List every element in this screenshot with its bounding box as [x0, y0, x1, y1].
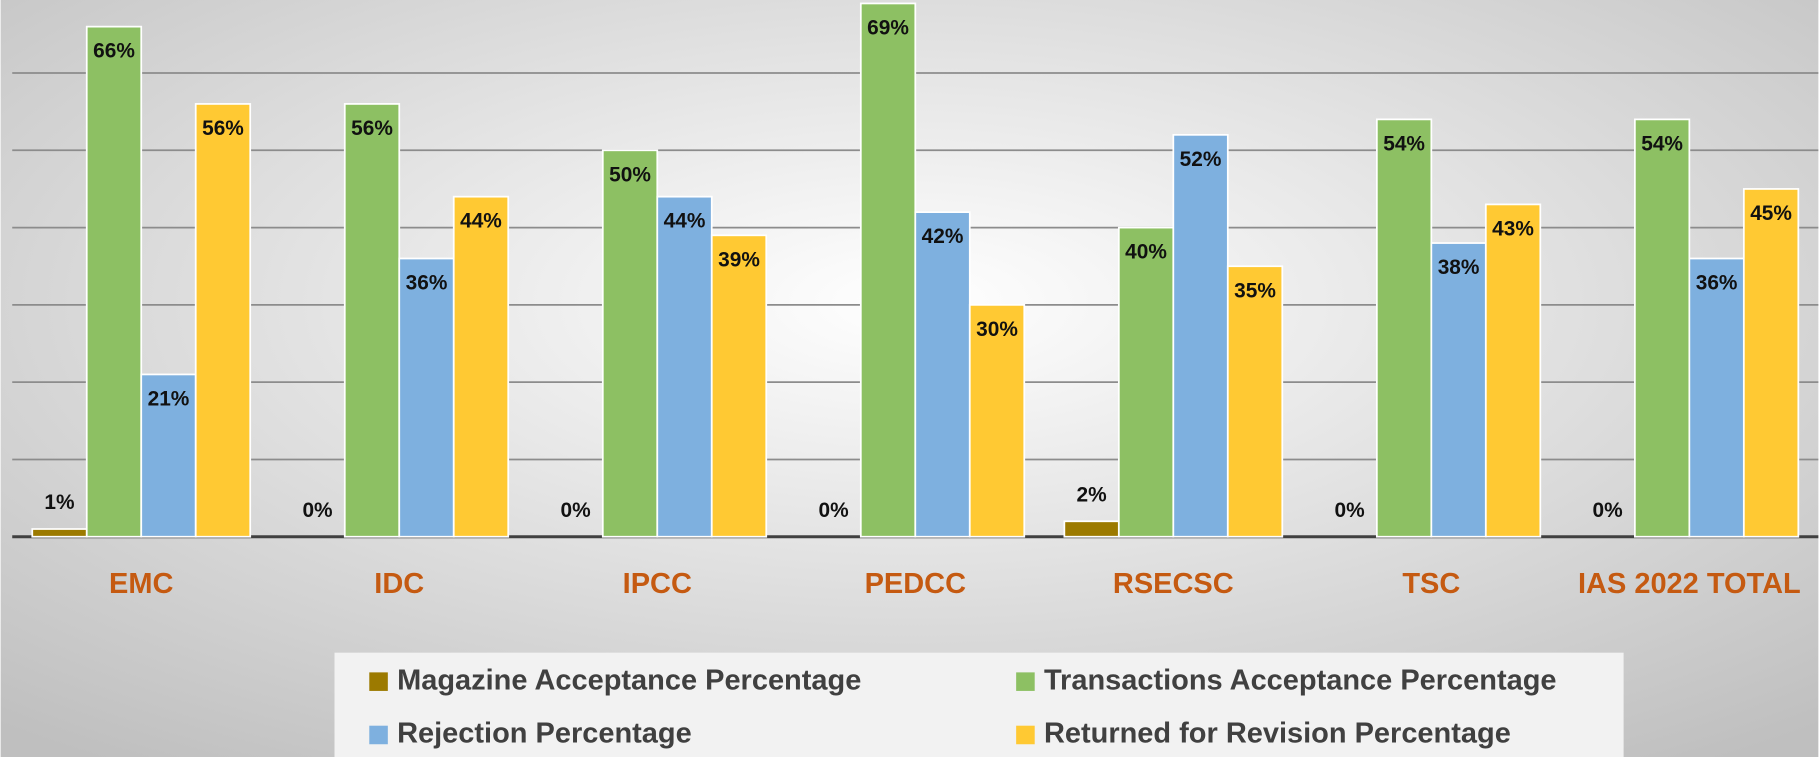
- bar: [859, 2, 917, 538]
- x-tick-label: PEDCC: [865, 568, 966, 600]
- data-label: 2%: [1077, 483, 1107, 506]
- data-label: 42%: [922, 225, 964, 248]
- legend-label: Returned for Revision Percentage: [1044, 718, 1511, 750]
- data-label: 43%: [1492, 217, 1534, 240]
- data-label: 36%: [406, 272, 448, 295]
- x-tick-label: RSECSC: [1113, 568, 1234, 600]
- bar: [31, 528, 88, 538]
- data-label: 44%: [460, 210, 502, 233]
- bar: [85, 25, 143, 538]
- legend-box: [334, 652, 1624, 757]
- bar: [601, 149, 659, 538]
- legend-label: Transactions Acceptance Percentage: [1044, 664, 1557, 696]
- x-tick-label: IPCC: [623, 568, 692, 600]
- data-label: 66%: [93, 40, 135, 63]
- data-label: 36%: [1696, 272, 1738, 295]
- bar: [968, 304, 1026, 538]
- x-tick-label: TSC: [1402, 568, 1460, 600]
- bar: [1688, 257, 1745, 538]
- bar: [914, 211, 971, 538]
- bar: [1375, 118, 1433, 538]
- bar: [343, 103, 401, 538]
- legend-swatch: [1016, 725, 1035, 745]
- bar: [194, 103, 252, 538]
- legend-swatch: [369, 672, 388, 691]
- data-label: 54%: [1383, 132, 1425, 155]
- bar: [1484, 203, 1542, 538]
- data-label: 44%: [664, 210, 706, 233]
- bar: [656, 195, 713, 538]
- data-label: 0%: [1335, 499, 1365, 522]
- data-label: 45%: [1750, 202, 1792, 225]
- data-label: 54%: [1641, 132, 1683, 155]
- bar: [1742, 188, 1800, 538]
- data-label: 69%: [867, 16, 909, 39]
- legend-swatch: [369, 725, 388, 745]
- data-label: 50%: [609, 163, 651, 186]
- bar: [1430, 242, 1487, 538]
- bar: [1226, 265, 1284, 538]
- legend-swatch: [1016, 672, 1035, 691]
- data-label: 0%: [302, 499, 332, 522]
- bar: [452, 195, 510, 538]
- data-label: 40%: [1125, 241, 1167, 264]
- data-label: 0%: [560, 499, 590, 522]
- bar: [398, 257, 455, 538]
- data-label: 56%: [351, 117, 393, 140]
- legend-label: Magazine Acceptance Percentage: [397, 664, 861, 696]
- bar: [1063, 520, 1120, 538]
- bar: [1117, 226, 1175, 538]
- data-label: 0%: [1593, 499, 1623, 522]
- data-label: 30%: [976, 318, 1018, 341]
- bar: [710, 234, 768, 538]
- x-tick-label: IAS 2022 TOTAL: [1578, 568, 1801, 600]
- x-tick-label: IDC: [374, 568, 424, 600]
- data-label: 52%: [1180, 148, 1222, 171]
- x-tick-label: EMC: [109, 568, 173, 600]
- bar: [1172, 133, 1229, 538]
- data-label: 21%: [148, 387, 190, 410]
- data-label: 0%: [818, 499, 848, 522]
- data-label: 39%: [718, 248, 760, 271]
- data-label: 1%: [44, 491, 74, 514]
- legend-label: Rejection Percentage: [397, 718, 692, 750]
- data-label: 38%: [1438, 256, 1480, 279]
- bar: [1633, 118, 1691, 538]
- data-label: 35%: [1234, 279, 1276, 302]
- data-label: 56%: [202, 117, 244, 140]
